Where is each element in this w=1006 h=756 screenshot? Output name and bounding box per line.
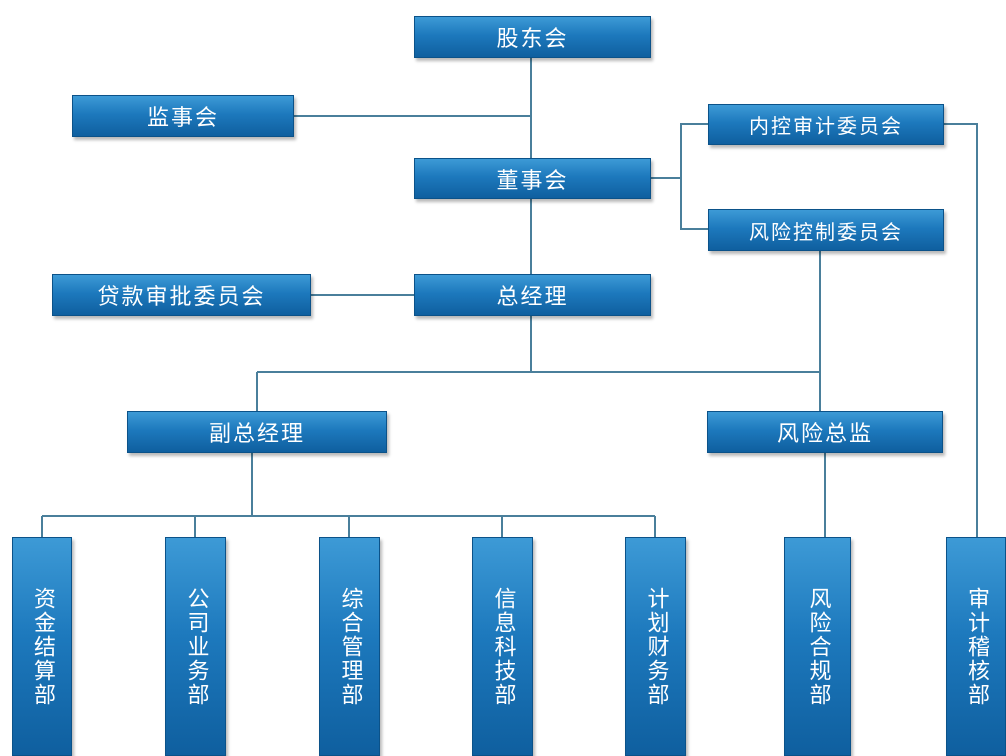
node-board: 董事会 [414, 158, 651, 199]
node-dept-corporate-business: 公司业务部 [165, 537, 226, 756]
node-dept-it: 信息科技部 [472, 537, 533, 756]
connector-board-committees [651, 123, 708, 179]
node-supervisors: 监事会 [72, 95, 294, 137]
node-general-manager: 总经理 [414, 274, 651, 316]
connector-audit-committee-audit [944, 123, 978, 537]
node-loan-committee: 贷款审批委员会 [52, 274, 311, 316]
node-risk-control-committee: 风险控制委员会 [708, 209, 944, 251]
connector-board-risk-committee [680, 178, 708, 230]
node-dept-fund-settlement: 资金结算部 [12, 537, 72, 756]
node-dept-planning-finance: 计划财务部 [625, 537, 686, 756]
node-dept-audit: 审计稽核部 [946, 537, 1006, 756]
node-deputy-gm: 副总经理 [127, 411, 387, 453]
node-dept-risk-compliance: 风险合规部 [784, 537, 851, 756]
node-risk-director: 风险总监 [707, 411, 943, 453]
node-shareholders: 股东会 [414, 16, 651, 58]
node-internal-audit-committee: 内控审计委员会 [708, 104, 944, 145]
node-dept-general-admin: 综合管理部 [319, 537, 380, 756]
